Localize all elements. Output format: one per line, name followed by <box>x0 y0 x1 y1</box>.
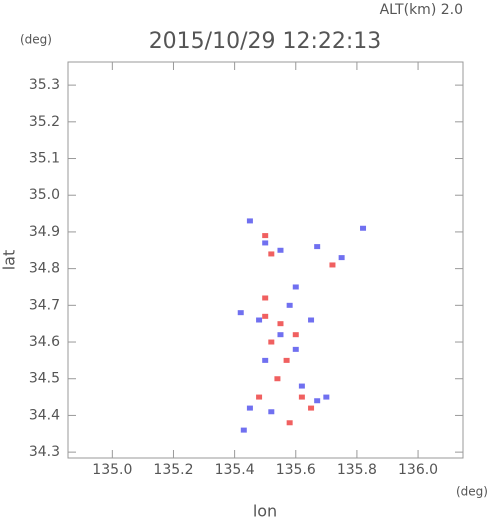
point <box>308 317 315 323</box>
y-tick-label: 35.3 <box>29 77 60 93</box>
x-tick-label: 135.8 <box>337 462 377 478</box>
y-tick-label: 35.2 <box>29 114 60 130</box>
y-tick-label: 35.0 <box>29 187 60 203</box>
point <box>298 383 305 389</box>
point <box>277 321 284 327</box>
point <box>298 394 305 400</box>
y-tick-label: 34.4 <box>29 407 60 423</box>
point <box>268 339 275 345</box>
y-unit: (deg) <box>20 33 52 47</box>
point <box>262 240 269 246</box>
point <box>329 262 336 268</box>
point <box>360 225 367 231</box>
chart-subtitle: ALT(km) 2.0 <box>380 2 463 18</box>
x-axis-label: lon <box>253 502 277 521</box>
point <box>237 310 244 316</box>
y-tick-label: 34.9 <box>29 224 60 240</box>
plot-frame <box>67 61 464 459</box>
point <box>256 394 263 400</box>
point <box>246 405 253 411</box>
y-tick-label: 35.1 <box>29 151 60 167</box>
point <box>338 255 345 261</box>
point <box>308 405 315 411</box>
x-tick-label: 135.4 <box>215 462 255 478</box>
point <box>262 357 269 363</box>
point <box>256 317 263 323</box>
point <box>292 284 299 290</box>
point <box>277 332 284 338</box>
point <box>262 313 269 319</box>
point <box>240 427 247 433</box>
chart-title: 2015/10/29 12:22:13 <box>149 29 382 54</box>
y-tick-label: 34.5 <box>29 371 60 387</box>
y-axis-label: lat <box>0 250 19 271</box>
y-tick-label: 34.8 <box>29 261 60 277</box>
point <box>262 233 269 239</box>
point <box>286 302 293 308</box>
point <box>246 218 253 224</box>
point <box>268 409 275 415</box>
y-tick-label: 34.6 <box>29 334 60 350</box>
point <box>314 398 321 404</box>
x-tick-label: 135.2 <box>153 462 193 478</box>
point <box>283 357 290 363</box>
x-tick-label: 135.6 <box>276 462 316 478</box>
y-tick-label: 34.3 <box>29 444 60 460</box>
point <box>286 420 293 426</box>
point <box>292 332 299 338</box>
point <box>314 244 321 250</box>
point <box>274 376 281 382</box>
point <box>268 251 275 257</box>
x-tick-label: 135.0 <box>92 462 132 478</box>
x-tick-label: 136.0 <box>398 462 438 478</box>
point <box>262 295 269 301</box>
x-unit: (deg) <box>456 485 488 499</box>
point <box>292 346 299 352</box>
point <box>323 394 330 400</box>
y-tick-label: 34.7 <box>29 297 60 313</box>
point <box>277 247 284 253</box>
